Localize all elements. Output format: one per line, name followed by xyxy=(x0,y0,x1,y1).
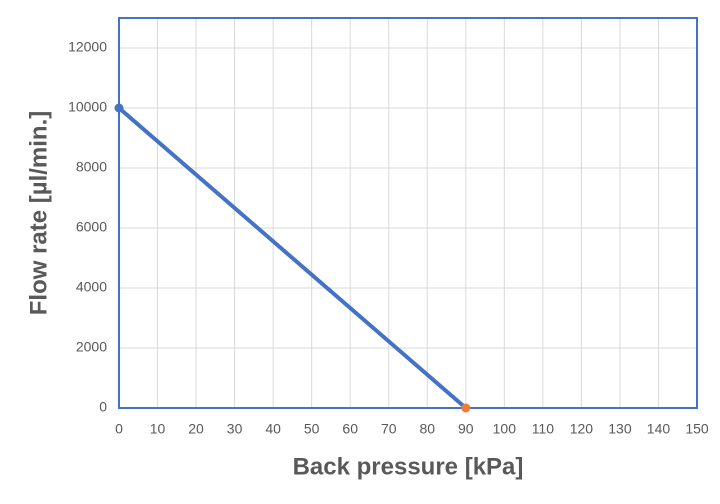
x-tick-label: 0 xyxy=(115,421,123,437)
point xyxy=(114,103,124,113)
x-axis-title: Back pressure [kPa] xyxy=(293,453,524,480)
plot-frame xyxy=(118,17,698,409)
x-tick-label: 70 xyxy=(381,421,397,437)
x-tick-label: 30 xyxy=(227,421,243,437)
x-tick-label: 80 xyxy=(419,421,435,437)
y-tick-label: 6000 xyxy=(76,219,107,235)
y-tick-label: 10000 xyxy=(68,99,107,115)
x-tick-label: 100 xyxy=(493,421,517,437)
y-tick-label: 4000 xyxy=(76,279,107,295)
x-tick-label: 110 xyxy=(532,421,555,437)
x-tick-label: 60 xyxy=(342,421,358,437)
x-tick-label: 120 xyxy=(570,421,594,437)
x-tick-label: 140 xyxy=(647,421,671,437)
x-tick-label: 90 xyxy=(458,421,474,437)
x-tick-label: 10 xyxy=(150,421,166,437)
y-tick-label: 12000 xyxy=(68,39,107,55)
x-tick-label: 150 xyxy=(685,421,709,437)
y-axis-title: Flow rate [µl/min.] xyxy=(25,111,52,316)
line xyxy=(117,106,468,410)
x-tick-label: 20 xyxy=(188,421,204,437)
y-tick-label: 2000 xyxy=(76,339,107,355)
x-tick-label: 50 xyxy=(304,421,320,437)
y-tick-label: 8000 xyxy=(76,159,107,175)
x-tick-label: 40 xyxy=(265,421,281,437)
x-tick-label: 130 xyxy=(608,421,632,437)
y-tick-label: 0 xyxy=(99,399,107,415)
point xyxy=(461,403,471,413)
